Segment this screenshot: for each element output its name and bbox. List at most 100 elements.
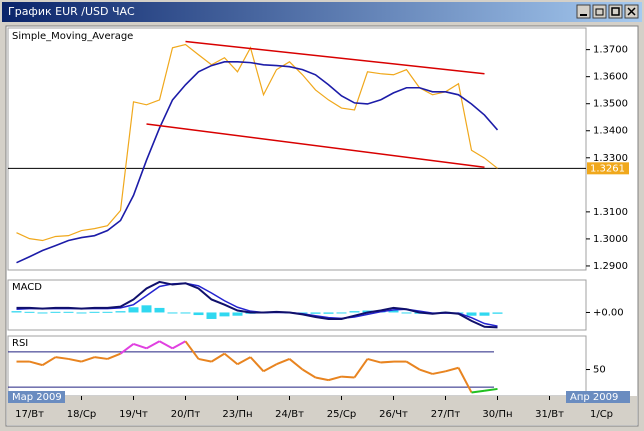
icon	[595, 8, 604, 16]
x-tick-label: 19/Чт	[119, 409, 148, 420]
macd-histogram-bar	[193, 312, 204, 316]
rsi-segment	[405, 360, 421, 371]
macd-histogram-bar	[466, 312, 477, 316]
rsi-segment	[41, 356, 57, 366]
y-tick-label: 1.3400	[593, 126, 628, 137]
rsi-segment	[380, 360, 394, 364]
rsi-segment	[484, 387, 498, 392]
macd-histogram-bar	[11, 311, 22, 313]
macd-main-line	[16, 280, 498, 329]
y-tick-label: 1.3000	[593, 234, 628, 245]
macd-histogram-bar	[232, 312, 243, 316]
x-tick-label: 27/Пт	[431, 409, 461, 420]
period-label: Апр 2009	[570, 392, 618, 403]
macd-histogram-bar	[492, 312, 503, 314]
macd-histogram-bar	[102, 311, 113, 313]
macd-histogram-bar	[37, 312, 48, 314]
y-tick-label: 1.3600	[593, 72, 628, 83]
rsi-segment	[94, 356, 108, 360]
x-axis-strip	[7, 396, 637, 425]
period-label-box	[566, 391, 630, 403]
y-tick-label: 1.2900	[593, 261, 628, 272]
rsi-segment	[301, 368, 317, 379]
macd-histogram-bar	[336, 312, 347, 314]
rsi-segment	[328, 375, 342, 382]
rsi-segment	[249, 356, 265, 372]
macd-histogram-bar	[89, 311, 100, 313]
macd-histogram-bar	[479, 312, 490, 316]
rsi-segment	[146, 340, 160, 350]
macd-histogram-bar	[50, 311, 61, 313]
y-tick-label: 1.3300	[593, 153, 628, 164]
trendline	[185, 40, 485, 75]
rsi-segment	[29, 360, 43, 367]
rsi-title: RSI	[12, 338, 28, 349]
rsi-segment	[198, 357, 212, 363]
y-tick-label: 1.3700	[593, 45, 628, 56]
price-line	[16, 43, 498, 242]
rsi-segment	[341, 375, 355, 379]
period-label-box	[8, 391, 65, 403]
x-tick-label: 24/Вт	[275, 409, 304, 420]
x-tick-label: 23/Пн	[222, 409, 252, 420]
x-tick-label: 30/Пн	[482, 409, 512, 420]
rsi-segment	[223, 352, 239, 366]
current-price-box	[587, 162, 629, 175]
current-price-label: 1.3261	[590, 163, 625, 174]
indicator-title: Simple_Moving_Average	[12, 31, 133, 42]
y-tick-label: 1.3100	[593, 207, 628, 218]
x-tick-label: 26/Чт	[379, 409, 408, 420]
x-tick-label: 25/Ср	[327, 409, 356, 420]
rsi-segment	[457, 367, 473, 393]
rsi-segment	[172, 340, 186, 350]
rsi-segment	[81, 356, 95, 363]
rsi-segment	[315, 376, 329, 382]
moving-average-line	[16, 60, 499, 264]
macd-histogram-bar	[24, 311, 35, 313]
rsi-segment	[107, 352, 121, 360]
x-tick-label: 17/Вт	[15, 409, 44, 420]
icon	[611, 7, 620, 16]
period-label: Мар 2009	[12, 392, 62, 403]
rsi-segment	[432, 370, 446, 375]
rsi-segment	[159, 340, 173, 350]
trendline	[146, 123, 485, 168]
rsi-segment	[55, 356, 69, 360]
rsi-segment	[68, 357, 82, 363]
maximize-button[interactable]	[608, 4, 623, 19]
macd-tick-label: +0.00	[593, 307, 624, 318]
rsi-segment	[367, 357, 381, 364]
macd-histogram-bar	[180, 312, 191, 314]
macd-histogram-bar	[63, 311, 74, 313]
rsi-segment	[353, 358, 369, 379]
macd-histogram-bar	[349, 311, 360, 313]
macd-histogram-bar	[219, 312, 230, 317]
rsi-segment	[210, 352, 226, 363]
x-tick-label: 18/Ср	[67, 409, 96, 420]
minimize-button[interactable]	[576, 4, 591, 19]
macd-histogram-bar	[141, 305, 152, 313]
rsi-segment	[288, 358, 304, 371]
price-panel	[7, 27, 587, 271]
x-tick-label: 20/Пт	[171, 409, 201, 420]
icon	[627, 7, 636, 16]
y-tick-label: 1.3500	[593, 99, 628, 110]
macd-histogram-bar	[388, 310, 399, 313]
x-tick-label: 1/Ср	[590, 409, 613, 420]
macd-histogram-bar	[154, 307, 165, 313]
macd-histogram-bar	[310, 312, 321, 314]
rsi-segment	[445, 366, 459, 373]
restore-button[interactable]	[592, 4, 607, 19]
title-bar	[2, 2, 642, 22]
macd-title: MACD	[12, 282, 42, 293]
rsi-segment	[133, 342, 147, 350]
rsi-segment	[237, 356, 251, 366]
macd-histogram-bar	[297, 312, 308, 314]
window-buttons[interactable]	[576, 4, 639, 19]
macd-histogram-bar	[115, 311, 126, 313]
macd-histogram-bar	[76, 312, 87, 314]
macd-panel	[7, 279, 587, 331]
window-title: График EUR /USD ЧАС	[8, 5, 135, 18]
macd-histogram-bar	[323, 312, 334, 314]
